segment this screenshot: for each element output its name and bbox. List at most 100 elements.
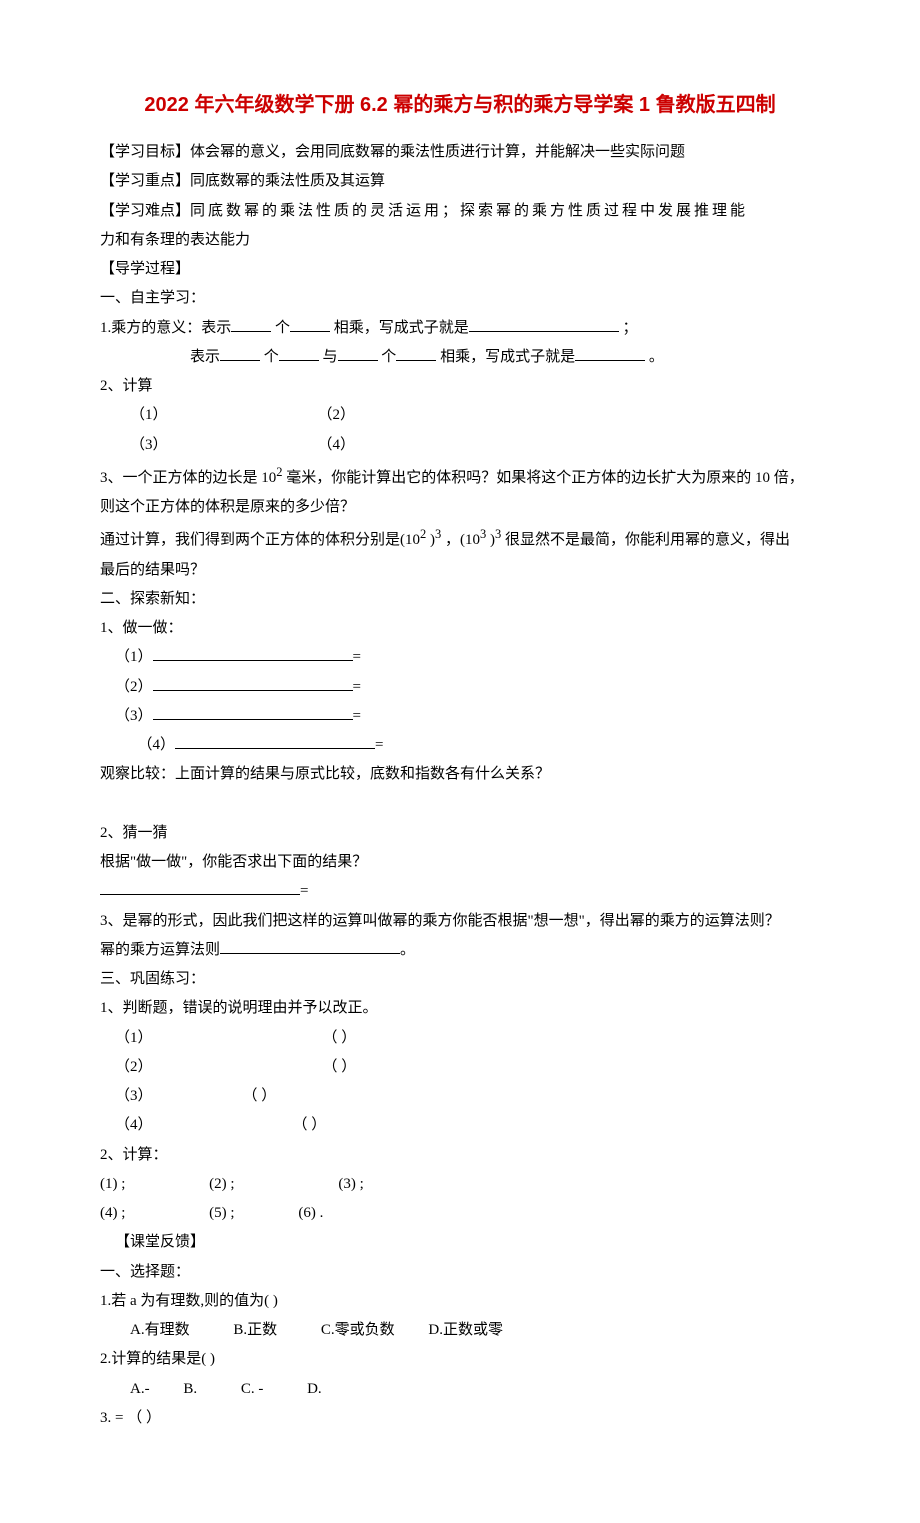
blank: [338, 345, 378, 361]
blank: [220, 938, 400, 954]
c3: （3）: [130, 437, 168, 453]
eq: =: [353, 708, 361, 724]
blank: [575, 345, 645, 361]
sup: 2: [276, 465, 282, 479]
j1: （1）: [115, 1030, 153, 1046]
difficulty-a: 【学习难点】同底数幂的乘法性质的灵活运用；探索幂的乘方性质过程中发展推理能: [100, 197, 820, 226]
goal: 【学习目标】体会幂的意义，会用同底数幂的乘法性质进行计算，并能解决一些实际问题: [100, 138, 820, 167]
diff-label: 【学习难点】: [100, 203, 190, 219]
blank: [100, 879, 300, 895]
q3h: 很显然不是最简，你能利用幂的意义，得出: [505, 532, 790, 548]
c2: (2) ;: [209, 1176, 234, 1192]
blank: [469, 316, 619, 332]
l2a: 表示: [190, 349, 220, 365]
d4: （4）: [138, 737, 176, 753]
s2-observe: 观察比较：上面计算的结果与原式比较，底数和指数各有什么关系？: [100, 760, 820, 789]
focus-text: 同底数幂的乘法性质及其运算: [190, 173, 385, 189]
c5: (5) ;: [209, 1205, 234, 1221]
s3-header: 三、巩固练习：: [100, 965, 820, 994]
diff-b: 力和有条理的表达能力: [100, 232, 250, 248]
q3b: 毫米，你能计算出它的体积吗？如果将这个正方体的边长扩大为原来的 10 倍，: [286, 470, 804, 486]
s3-j1: （1） （ ）: [100, 1024, 820, 1053]
l2b: 个: [264, 349, 279, 365]
c3: (3) ;: [338, 1176, 363, 1192]
d1: （1）: [115, 649, 153, 665]
s1-q3a: 3、一个正方体的边长是 102 毫米，你能计算出它的体积吗？如果将这个正方体的边…: [100, 460, 820, 493]
s2-do1: （1） =: [100, 643, 820, 672]
eq: =: [353, 649, 361, 665]
s1-calc-header: 2、计算: [100, 372, 820, 401]
s1-header: 一、自主学习：: [100, 284, 820, 313]
oa: A.有理数: [130, 1322, 190, 1338]
s3-sub1: 1、判断题，错误的说明理由并予以改正。: [100, 994, 820, 1023]
j3: （3）: [115, 1088, 153, 1104]
blank: [220, 345, 260, 361]
fb-label: 【课堂反馈】: [100, 1228, 820, 1257]
paren: （ ）: [243, 1088, 277, 1104]
blank: [231, 316, 271, 332]
spacer: [100, 790, 820, 819]
sup: 3: [495, 527, 501, 541]
fb-q2: 2.计算的结果是( ): [100, 1345, 820, 1374]
q3b-post: 。: [400, 942, 415, 958]
focus-label: 【学习重点】: [100, 173, 190, 189]
s3-sub2: 2、计算：: [100, 1141, 820, 1170]
s3-j3: （3） （ ）: [100, 1082, 820, 1111]
c6: (6) .: [298, 1205, 323, 1221]
j2: （2）: [115, 1059, 153, 1075]
paren: （ ）: [323, 1030, 357, 1046]
diff-a: 同底数幂的乘法性质的灵活运用；探索幂的乘方性质过程中发展推理能: [190, 203, 748, 219]
blank: [290, 316, 330, 332]
doc-title: 2022 年六年级数学下册 6.2 幂的乘方与积的乘方导学案 1 鲁教版五四制: [100, 90, 820, 120]
goal-text: 体会幂的意义，会用同底数幂的乘法性质进行计算，并能解决一些实际问题: [190, 144, 685, 160]
l2f: 。: [649, 349, 664, 365]
s1-line2: 表示 个 与 个 相乘，写成式子就是 。: [100, 343, 820, 372]
s3-j4: （4） （ ）: [100, 1111, 820, 1140]
oc: C.零或负数: [321, 1322, 395, 1338]
fb-q1-opts: A.有理数 B.正数 C.零或负数 D.正数或零: [100, 1316, 820, 1345]
oa: A.-: [130, 1381, 150, 1397]
q1c: 相乘，写成式子就是: [334, 320, 469, 336]
sup: 3: [480, 527, 486, 541]
s2-guess-blank: =: [100, 877, 820, 906]
difficulty-b: 力和有条理的表达能力: [100, 226, 820, 255]
s1-calc-r2: （3）（4）: [100, 431, 820, 460]
sup: 2: [420, 527, 426, 541]
s2-do3: （3） =: [100, 702, 820, 731]
s3-calc-r2: (4) ; (5) ; (6) .: [100, 1199, 820, 1228]
s2-sub1: 1、做一做：: [100, 614, 820, 643]
blank: [175, 733, 375, 749]
process: 【导学过程】: [100, 255, 820, 284]
c2: （2）: [318, 407, 356, 423]
eq: =: [375, 737, 383, 753]
q1b: 个: [275, 320, 290, 336]
eq: =: [300, 883, 308, 899]
d2: （2）: [115, 679, 153, 695]
blank: [153, 675, 353, 691]
l2c: 与: [323, 349, 338, 365]
fb-q2-opts: A.- B. C. - D.: [100, 1375, 820, 1404]
eq: =: [353, 679, 361, 695]
q3b-pre: 幂的乘方运算法则: [100, 942, 220, 958]
blank: [279, 345, 319, 361]
s1-q1: 1.乘方的意义：表示 个 相乘，写成式子就是 ；: [100, 314, 820, 343]
fb-q1: 1.若 a 为有理数,则的值为( ): [100, 1287, 820, 1316]
s2-guess: 2、猜一猜: [100, 819, 820, 848]
s1-calc-r1: （1） （2）: [100, 401, 820, 430]
c1: （1）: [130, 407, 168, 423]
s1-q3d: 通过计算，我们得到两个正方体的体积分别是(102 )3 ，(103 )3 很显然…: [100, 522, 820, 555]
s2-do2: （2） =: [100, 673, 820, 702]
q1a: 1.乘方的意义：表示: [100, 320, 231, 336]
s2-q3b: 幂的乘方运算法则 。: [100, 936, 820, 965]
fb-header: 一、选择题：: [100, 1258, 820, 1287]
blank: [396, 345, 436, 361]
q1d: ；: [623, 320, 638, 336]
d3: （3）: [115, 708, 153, 724]
q3f: ，(10: [445, 532, 480, 548]
j4: （4）: [115, 1117, 153, 1133]
od: D.正数或零: [428, 1322, 503, 1338]
paren: （ ）: [293, 1117, 327, 1133]
s2-header: 二、探索新知：: [100, 585, 820, 614]
fb-q3: 3. = （ ）: [100, 1404, 820, 1433]
od: D.: [307, 1381, 322, 1397]
